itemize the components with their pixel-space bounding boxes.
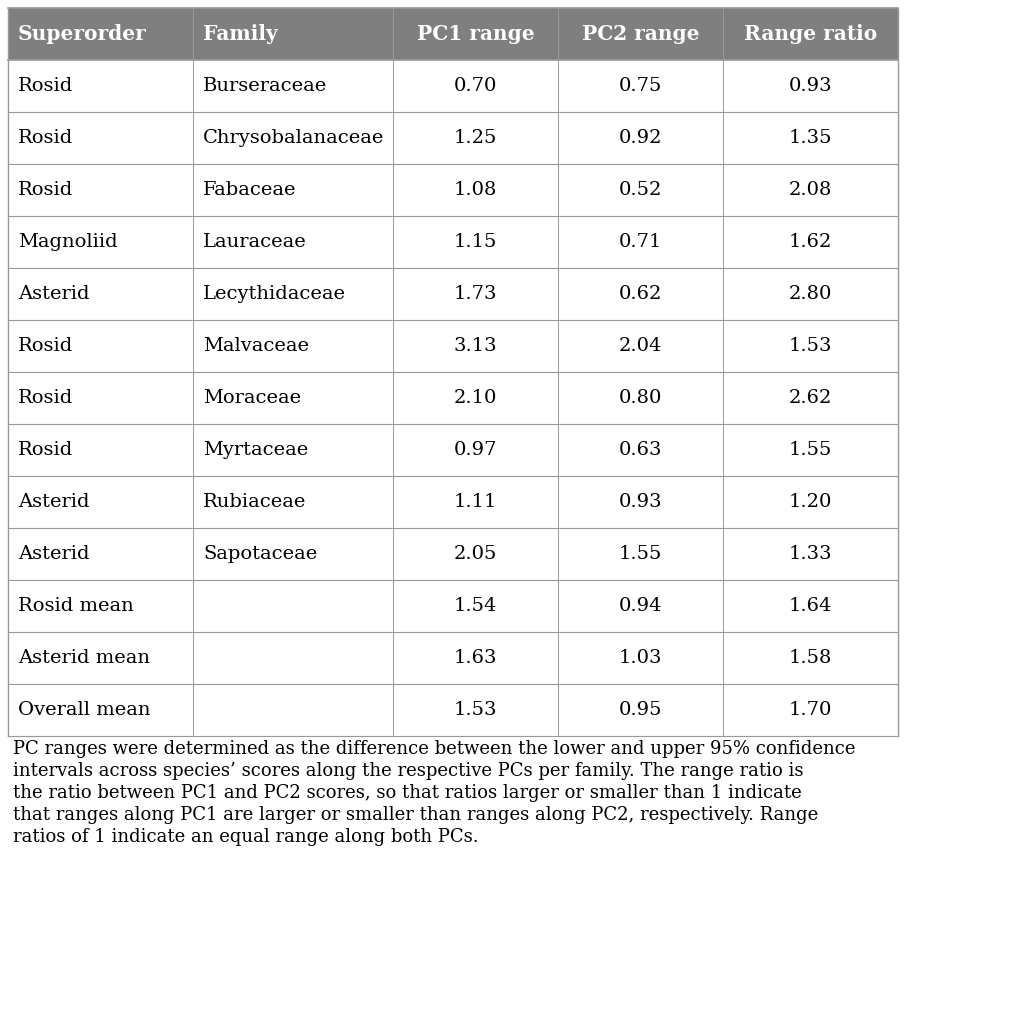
Bar bbox=[8, 8, 898, 60]
Bar bbox=[8, 580, 898, 632]
Text: 1.11: 1.11 bbox=[454, 493, 497, 512]
Text: Sapotaceae: Sapotaceae bbox=[203, 545, 317, 563]
Text: 2.05: 2.05 bbox=[454, 545, 497, 563]
Text: 0.52: 0.52 bbox=[619, 181, 662, 199]
Text: 0.71: 0.71 bbox=[619, 233, 662, 251]
Text: 1.08: 1.08 bbox=[454, 181, 497, 199]
Bar bbox=[8, 164, 898, 216]
Bar bbox=[8, 112, 898, 164]
Text: 0.97: 0.97 bbox=[453, 441, 497, 459]
Text: that ranges along PC1 are larger or smaller than ranges along PC2, respectively.: that ranges along PC1 are larger or smal… bbox=[13, 806, 818, 824]
Text: 1.70: 1.70 bbox=[789, 701, 832, 719]
Text: Lauraceae: Lauraceae bbox=[203, 233, 307, 251]
Text: Burseraceae: Burseraceae bbox=[203, 77, 328, 95]
Text: 2.80: 2.80 bbox=[789, 285, 832, 303]
Bar bbox=[8, 684, 898, 736]
Text: intervals across species’ scores along the respective PCs per family. The range : intervals across species’ scores along t… bbox=[13, 762, 803, 780]
Text: 2.10: 2.10 bbox=[454, 389, 497, 407]
Text: 0.80: 0.80 bbox=[619, 389, 662, 407]
Text: Lecythidaceae: Lecythidaceae bbox=[203, 285, 346, 303]
Text: Superorder: Superorder bbox=[18, 24, 147, 44]
Text: Rosid: Rosid bbox=[18, 129, 73, 147]
Text: 1.73: 1.73 bbox=[453, 285, 497, 303]
Text: Rosid: Rosid bbox=[18, 389, 73, 407]
Text: Asterid mean: Asterid mean bbox=[18, 649, 150, 667]
Text: 0.92: 0.92 bbox=[619, 129, 662, 147]
Text: 1.55: 1.55 bbox=[789, 441, 832, 459]
Text: 1.55: 1.55 bbox=[619, 545, 662, 563]
Text: 2.08: 2.08 bbox=[789, 181, 832, 199]
Text: 0.62: 0.62 bbox=[619, 285, 662, 303]
Text: Rosid: Rosid bbox=[18, 77, 73, 95]
Text: 1.54: 1.54 bbox=[454, 597, 497, 615]
Text: 1.62: 1.62 bbox=[789, 233, 832, 251]
Text: 2.04: 2.04 bbox=[619, 337, 662, 355]
Text: Rosid: Rosid bbox=[18, 181, 73, 199]
Bar bbox=[8, 320, 898, 372]
Bar bbox=[8, 372, 898, 424]
Bar bbox=[8, 632, 898, 684]
Text: Rubiaceae: Rubiaceae bbox=[203, 493, 306, 512]
Text: the ratio between PC1 and PC2 scores, so that ratios larger or smaller than 1 in: the ratio between PC1 and PC2 scores, so… bbox=[13, 784, 802, 802]
Text: Rosid mean: Rosid mean bbox=[18, 597, 134, 615]
Text: 0.75: 0.75 bbox=[619, 77, 662, 95]
Text: 0.94: 0.94 bbox=[619, 597, 662, 615]
Bar bbox=[8, 528, 898, 580]
Text: Myrtaceae: Myrtaceae bbox=[203, 441, 308, 459]
Text: 0.93: 0.93 bbox=[619, 493, 662, 512]
Text: PC1 range: PC1 range bbox=[417, 24, 534, 44]
Text: 2.62: 2.62 bbox=[789, 389, 832, 407]
Text: 1.35: 1.35 bbox=[789, 129, 832, 147]
Bar bbox=[8, 424, 898, 476]
Text: Fabaceae: Fabaceae bbox=[203, 181, 296, 199]
Text: 1.64: 1.64 bbox=[789, 597, 832, 615]
Bar bbox=[8, 60, 898, 112]
Text: 0.63: 0.63 bbox=[619, 441, 662, 459]
Bar bbox=[8, 476, 898, 528]
Text: PC ranges were determined as the difference between the lower and upper 95% conf: PC ranges were determined as the differe… bbox=[13, 740, 856, 758]
Text: Asterid: Asterid bbox=[18, 493, 89, 512]
Text: Range ratio: Range ratio bbox=[744, 24, 877, 44]
Text: Family: Family bbox=[203, 24, 278, 44]
Bar bbox=[8, 216, 898, 268]
Text: PC2 range: PC2 range bbox=[582, 24, 700, 44]
Text: Asterid: Asterid bbox=[18, 545, 89, 563]
Text: 3.13: 3.13 bbox=[453, 337, 497, 355]
Text: 1.03: 1.03 bbox=[619, 649, 662, 667]
Text: Asterid: Asterid bbox=[18, 285, 89, 303]
Text: 1.20: 1.20 bbox=[789, 493, 832, 512]
Text: 1.63: 1.63 bbox=[453, 649, 497, 667]
Text: 1.15: 1.15 bbox=[454, 233, 497, 251]
Text: 0.70: 0.70 bbox=[454, 77, 497, 95]
Text: Magnoliid: Magnoliid bbox=[18, 233, 118, 251]
Text: Rosid: Rosid bbox=[18, 441, 73, 459]
Text: ratios of 1 indicate an equal range along both PCs.: ratios of 1 indicate an equal range alon… bbox=[13, 828, 479, 846]
Bar bbox=[8, 268, 898, 320]
Text: 0.95: 0.95 bbox=[619, 701, 662, 719]
Text: 1.53: 1.53 bbox=[453, 701, 497, 719]
Text: 1.25: 1.25 bbox=[454, 129, 497, 147]
Text: 1.58: 1.58 bbox=[789, 649, 832, 667]
Text: 1.33: 1.33 bbox=[789, 545, 832, 563]
Text: 0.93: 0.93 bbox=[789, 77, 832, 95]
Text: Moraceae: Moraceae bbox=[203, 389, 301, 407]
Text: Chrysobalanaceae: Chrysobalanaceae bbox=[203, 129, 384, 147]
Text: Overall mean: Overall mean bbox=[18, 701, 150, 719]
Text: Malvaceae: Malvaceae bbox=[203, 337, 309, 355]
Text: 1.53: 1.53 bbox=[789, 337, 832, 355]
Text: Rosid: Rosid bbox=[18, 337, 73, 355]
